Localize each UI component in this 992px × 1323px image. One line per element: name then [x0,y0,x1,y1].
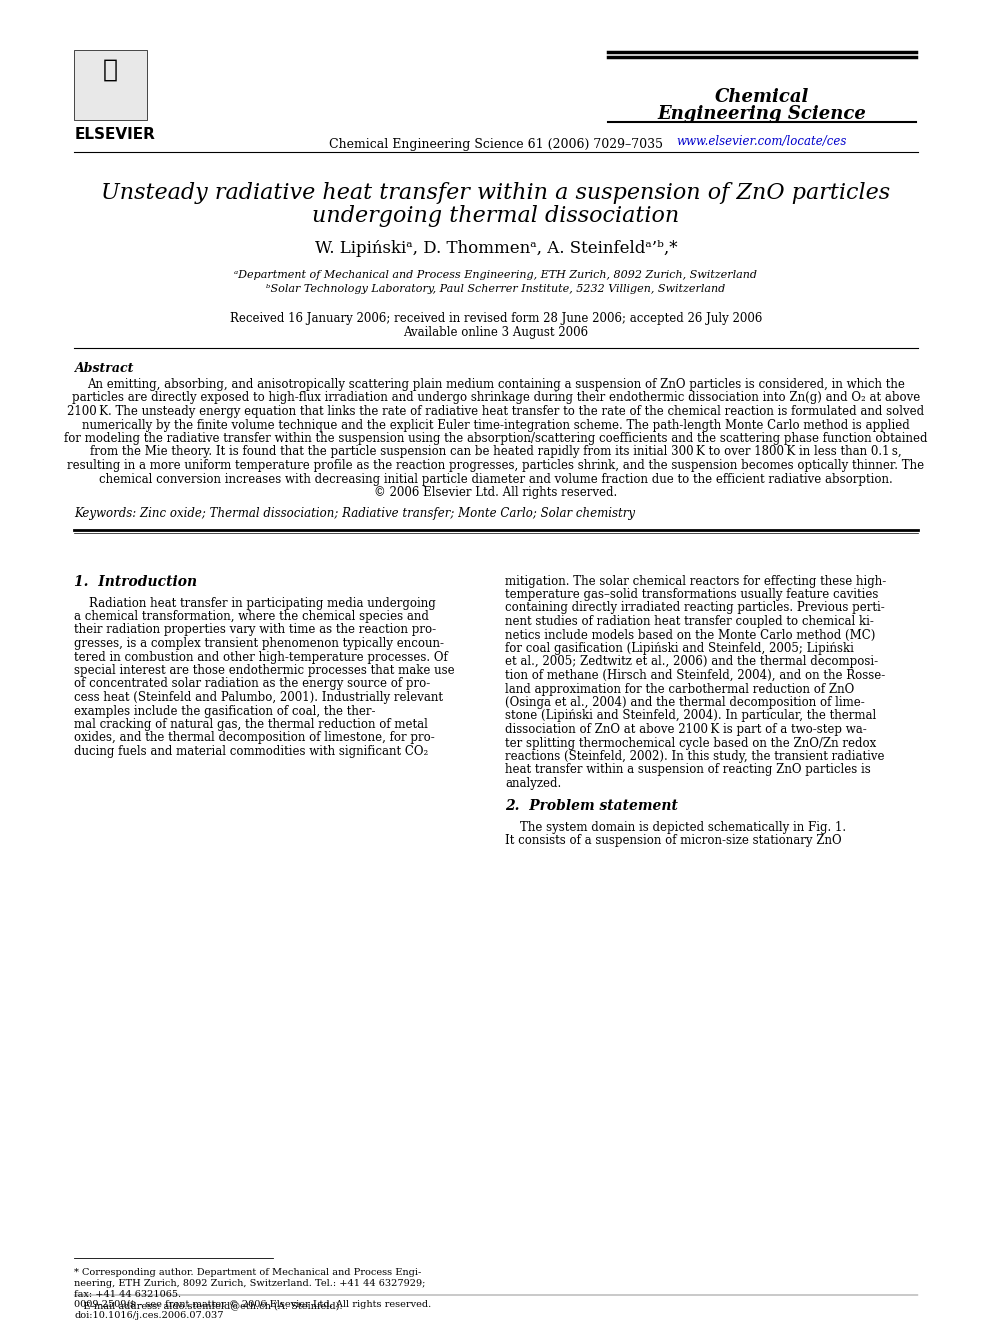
Text: examples include the gasification of coal, the ther-: examples include the gasification of coa… [74,705,376,717]
Text: Engineering Science: Engineering Science [658,105,866,123]
Text: Unsteady radiative heat transfer within a suspension of ZnO particles: Unsteady radiative heat transfer within … [101,183,891,204]
Text: mitigation. The solar chemical reactors for effecting these high-: mitigation. The solar chemical reactors … [505,574,886,587]
Text: 0009-2509/$ - see front matter © 2006 Elsevier Ltd. All rights reserved.: 0009-2509/$ - see front matter © 2006 El… [74,1301,432,1308]
Text: E-mail address: aldo.steinfeld@eth.ch (A. Steinfeld).: E-mail address: aldo.steinfeld@eth.ch (A… [74,1301,343,1310]
Text: mal cracking of natural gas, the thermal reduction of metal: mal cracking of natural gas, the thermal… [74,718,429,732]
Text: tered in combustion and other high-temperature processes. Of: tered in combustion and other high-tempe… [74,651,448,664]
Text: ᵃDepartment of Mechanical and Process Engineering, ETH Zurich, 8092 Zurich, Swit: ᵃDepartment of Mechanical and Process En… [234,270,758,280]
Text: a chemical transformation, where the chemical species and: a chemical transformation, where the che… [74,610,430,623]
Text: 2100 K. The unsteady energy equation that links the rate of radiative heat trans: 2100 K. The unsteady energy equation tha… [67,405,925,418]
Text: their radiation properties vary with time as the reaction pro-: their radiation properties vary with tim… [74,623,436,636]
Text: reactions (Steinfeld, 2002). In this study, the transient radiative: reactions (Steinfeld, 2002). In this stu… [505,750,885,763]
Text: land approximation for the carbothermal reduction of ZnO: land approximation for the carbothermal … [505,683,854,696]
Text: ducing fuels and material commodities with significant CO₂: ducing fuels and material commodities wi… [74,745,429,758]
Text: The system domain is depicted schematically in Fig. 1.: The system domain is depicted schematica… [505,820,846,833]
Text: chemical conversion increases with decreasing initial particle diameter and volu: chemical conversion increases with decre… [99,472,893,486]
Text: Available online 3 August 2006: Available online 3 August 2006 [404,325,588,339]
Text: Abstract: Abstract [74,363,134,374]
Text: numerically by the finite volume technique and the explicit Euler time-integrati: numerically by the finite volume techniq… [82,418,910,431]
Text: oxides, and the thermal decomposition of limestone, for pro-: oxides, and the thermal decomposition of… [74,732,435,745]
Text: cess heat (Steinfeld and Palumbo, 2001). Industrially relevant: cess heat (Steinfeld and Palumbo, 2001).… [74,691,443,704]
Text: * Corresponding author. Department of Mechanical and Process Engi-: * Corresponding author. Department of Me… [74,1267,422,1277]
Text: 1.  Introduction: 1. Introduction [74,574,197,589]
Text: special interest are those endothermic processes that make use: special interest are those endothermic p… [74,664,455,677]
Text: of concentrated solar radiation as the energy source of pro-: of concentrated solar radiation as the e… [74,677,431,691]
Text: gresses, is a complex transient phenomenon typically encoun-: gresses, is a complex transient phenomen… [74,636,444,650]
Text: ᵇSolar Technology Laboratory, Paul Scherrer Institute, 5232 Villigen, Switzerlan: ᵇSolar Technology Laboratory, Paul Scher… [267,284,725,294]
Text: www.elsevier.com/locate/ces: www.elsevier.com/locate/ces [677,135,847,148]
Bar [74,50,147,120]
Text: An emitting, absorbing, and anisotropically scattering plain medium containing a: An emitting, absorbing, and anisotropica… [87,378,905,392]
Text: nent studies of radiation heat transfer coupled to chemical ki-: nent studies of radiation heat transfer … [505,615,874,628]
Text: Chemical Engineering Science 61 (2006) 7029–7035: Chemical Engineering Science 61 (2006) 7… [329,138,663,151]
Text: fax: +41 44 6321065.: fax: +41 44 6321065. [74,1290,182,1299]
Text: et al., 2005; Zedtwitz et al., 2006) and the thermal decomposi-: et al., 2005; Zedtwitz et al., 2006) and… [505,655,878,668]
Text: containing directly irradiated reacting particles. Previous perti-: containing directly irradiated reacting … [505,602,885,614]
Text: tion of methane (Hirsch and Steinfeld, 2004), and on the Rosse-: tion of methane (Hirsch and Steinfeld, 2… [505,669,885,681]
Text: netics include models based on the Monte Carlo method (MC): netics include models based on the Monte… [505,628,875,642]
Text: Radiation heat transfer in participating media undergoing: Radiation heat transfer in participating… [74,597,436,610]
Text: stone (Lipiński and Steinfeld, 2004). In particular, the thermal: stone (Lipiński and Steinfeld, 2004). In… [505,709,876,722]
Text: temperature gas–solid transformations usually feature cavities: temperature gas–solid transformations us… [505,587,879,601]
Text: Keywords: Zinc oxide; Thermal dissociation; Radiative transfer; Monte Carlo; Sol: Keywords: Zinc oxide; Thermal dissociati… [74,508,636,520]
Text: undergoing thermal dissociation: undergoing thermal dissociation [312,205,680,228]
Text: 2.  Problem statement: 2. Problem statement [505,799,678,812]
Text: neering, ETH Zurich, 8092 Zurich, Switzerland. Tel.: +41 44 6327929;: neering, ETH Zurich, 8092 Zurich, Switze… [74,1279,426,1289]
Text: ter splitting thermochemical cycle based on the ZnO/Zn redox: ter splitting thermochemical cycle based… [505,737,876,750]
Text: heat transfer within a suspension of reacting ZnO particles is: heat transfer within a suspension of rea… [505,763,871,777]
Text: (Osinga et al., 2004) and the thermal decomposition of lime-: (Osinga et al., 2004) and the thermal de… [505,696,865,709]
Text: Chemical: Chemical [715,89,809,106]
Text: resulting in a more uniform temperature profile as the reaction progresses, part: resulting in a more uniform temperature … [67,459,925,472]
Text: ELSEVIER: ELSEVIER [74,127,156,142]
Text: particles are directly exposed to high-flux irradiation and undergo shrinkage du: particles are directly exposed to high-f… [71,392,921,405]
Text: doi:10.1016/j.ces.2006.07.037: doi:10.1016/j.ces.2006.07.037 [74,1311,224,1320]
Text: W. Lipińskiᵃ, D. Thommenᵃ, A. Steinfeldᵃ’ᵇ,*: W. Lipińskiᵃ, D. Thommenᵃ, A. Steinfeldᵃ… [314,239,678,257]
Text: for modeling the radiative transfer within the suspension using the absorption/s: for modeling the radiative transfer with… [64,433,928,445]
Text: analyzed.: analyzed. [505,777,561,790]
Text: dissociation of ZnO at above 2100 K is part of a two-step wa-: dissociation of ZnO at above 2100 K is p… [505,722,867,736]
Text: from the Mie theory. It is found that the particle suspension can be heated rapi: from the Mie theory. It is found that th… [90,446,902,459]
Text: 🌳: 🌳 [103,58,118,82]
Text: It consists of a suspension of micron-size stationary ZnO: It consists of a suspension of micron-si… [505,833,841,847]
Text: © 2006 Elsevier Ltd. All rights reserved.: © 2006 Elsevier Ltd. All rights reserved… [374,486,618,499]
Text: for coal gasification (Lipiński and Steinfeld, 2005; Lipiński: for coal gasification (Lipiński and Stei… [505,642,854,655]
Text: Received 16 January 2006; received in revised form 28 June 2006; accepted 26 Jul: Received 16 January 2006; received in re… [230,312,762,325]
